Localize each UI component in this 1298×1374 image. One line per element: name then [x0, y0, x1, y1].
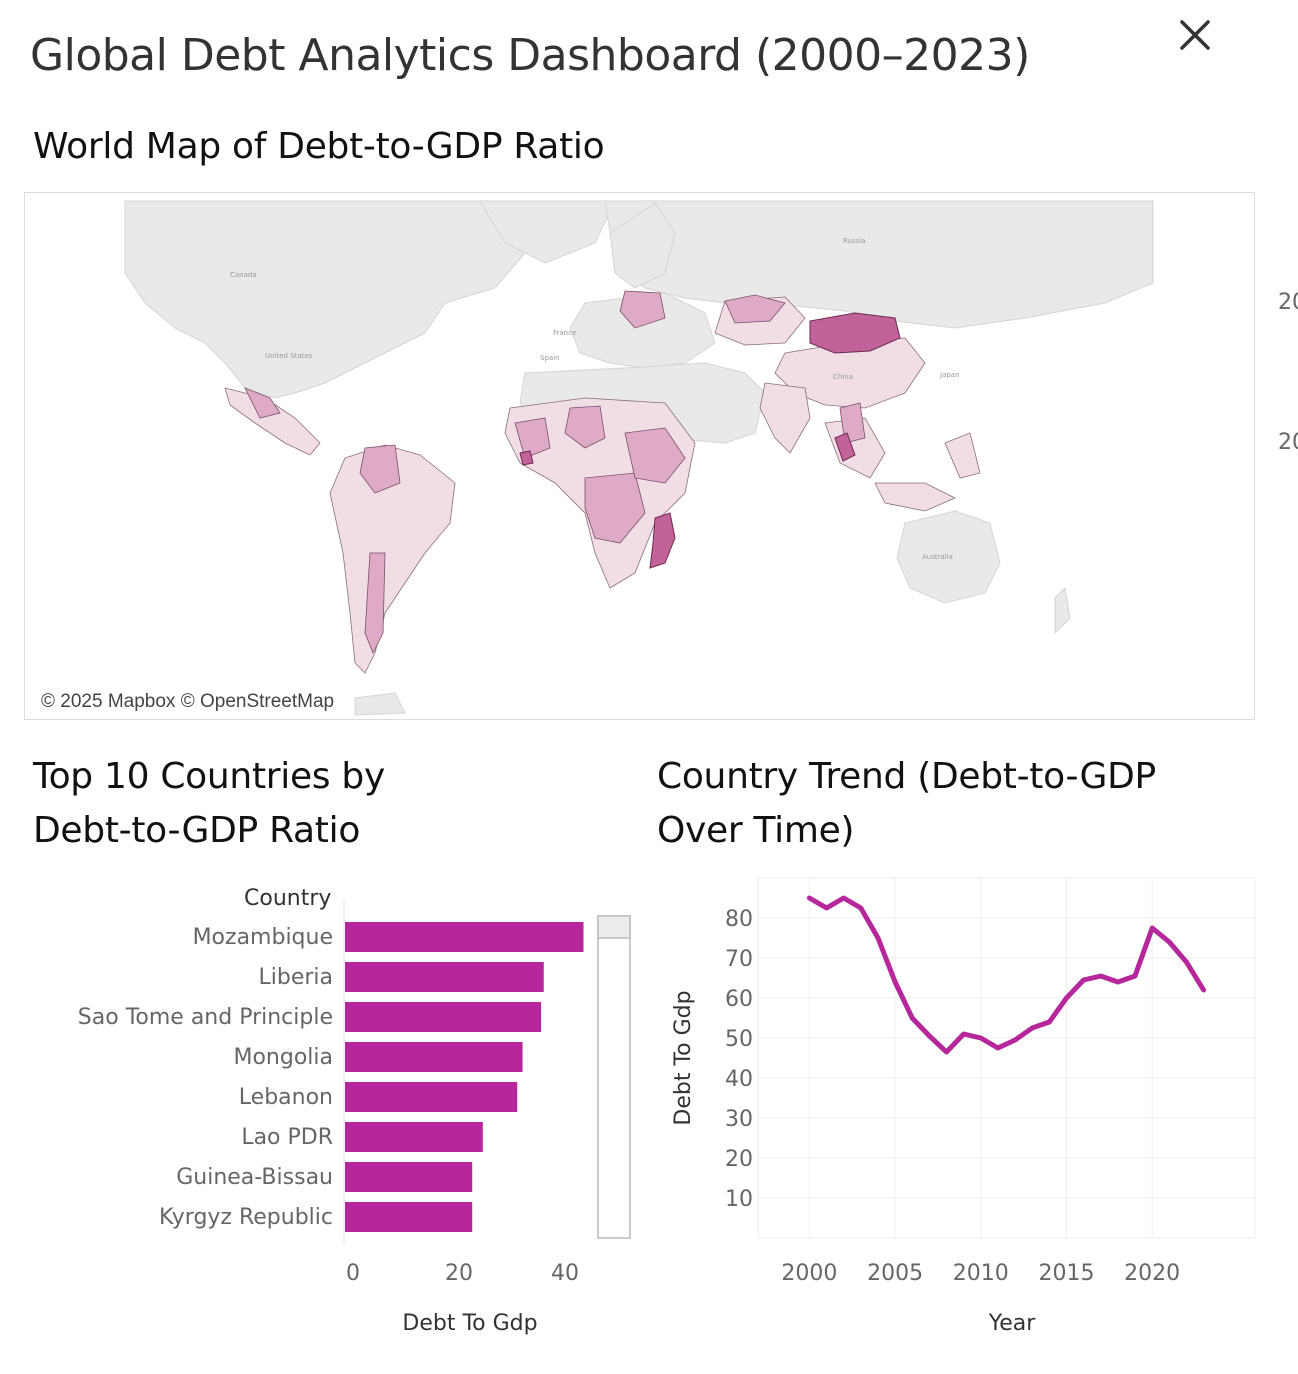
world-map[interactable]: Russia Canada United States France Spain…: [24, 192, 1255, 720]
line-y-tick: 10: [725, 1187, 753, 1212]
bar-chart-title-line1: Top 10 Countries by: [33, 756, 385, 797]
bar-label[interactable]: Lebanon: [239, 1085, 333, 1110]
map-high-debt: [519, 312, 901, 569]
bar-x-tick: 0: [346, 1261, 360, 1286]
bar-label[interactable]: Lao PDR: [241, 1125, 333, 1150]
line-y-tick: 70: [725, 947, 753, 972]
bar[interactable]: [345, 1122, 483, 1152]
map-label-spain: Spain: [540, 354, 560, 362]
close-button[interactable]: [1172, 12, 1218, 58]
world-map-canvas[interactable]: Russia Canada United States France Spain…: [25, 193, 1254, 719]
map-label-united-states: United States: [265, 352, 313, 360]
line-x-tick: 2010: [953, 1261, 1009, 1286]
bar-chart-title-line2: Debt-to-GDP Ratio: [33, 810, 361, 851]
map-title: World Map of Debt-to-GDP Ratio: [33, 126, 605, 167]
legend-label-1: 20: [1278, 290, 1298, 315]
line-chart-title-line2: Over Time): [657, 810, 855, 851]
bar-label[interactable]: Kyrgyz Republic: [159, 1205, 333, 1230]
line-y-tick: 40: [725, 1067, 753, 1092]
line-x-tick: 2020: [1124, 1261, 1180, 1286]
line-chart-title-line1: Country Trend (Debt-to-GDP: [657, 756, 1156, 797]
line-x-tick: 2015: [1038, 1261, 1094, 1286]
line-chart[interactable]: 10 20 30 40 50 60 70 80 2000 2005 2010 2015 2020 De…: [640, 860, 1280, 1360]
bar-label[interactable]: Sao Tome and Principle: [78, 1005, 333, 1030]
bar-x-tick: 20: [445, 1261, 473, 1286]
line-chart-x-axis-title: Year: [988, 1311, 1037, 1336]
bar-x-tick: 40: [551, 1261, 579, 1286]
bar[interactable]: [345, 1042, 523, 1072]
line-y-tick: 80: [725, 907, 753, 932]
map-label-japan: Japan: [939, 371, 960, 379]
close-icon[interactable]: [1172, 12, 1218, 58]
bar-label[interactable]: Mongolia: [233, 1045, 333, 1070]
bar-chart-column-header[interactable]: Country: [244, 886, 332, 911]
map-label-russia: Russia: [843, 237, 866, 245]
bar[interactable]: [345, 1202, 473, 1232]
map-attribution[interactable]: © 2025 Mapbox © OpenStreetMap: [35, 689, 341, 715]
bar[interactable]: [345, 1082, 518, 1112]
line-x-tick: 2000: [781, 1261, 837, 1286]
bar-label[interactable]: Mozambique: [193, 925, 333, 950]
bar-chart-x-axis-title: Debt To Gdp: [402, 1311, 537, 1336]
bar-chart-scroll-thumb[interactable]: [597, 915, 631, 939]
line-chart-y-axis-title: Debt To Gdp: [671, 990, 696, 1125]
bar[interactable]: [345, 922, 584, 952]
legend-label-2: 20: [1278, 430, 1298, 455]
line-x-tick: 2005: [867, 1261, 923, 1286]
line-series[interactable]: [806, 895, 1207, 1055]
map-label-canada: Canada: [230, 271, 257, 279]
line-y-tick: 60: [725, 987, 753, 1012]
bar[interactable]: [345, 1162, 473, 1192]
line-y-tick: 20: [725, 1147, 753, 1172]
bar-chart[interactable]: Mozambique Liberia Sao Tome and Principle M…: [0, 900, 640, 1360]
dashboard-title: Global Debt Analytics Dashboard (2000–20…: [30, 30, 1030, 81]
map-label-australia: Australia: [922, 553, 953, 561]
map-label-france: France: [553, 329, 576, 337]
map-medium-debt: [244, 290, 866, 654]
line-y-tick: 30: [725, 1107, 753, 1132]
bar-label[interactable]: Liberia: [258, 965, 333, 990]
bar-label[interactable]: Guinea-Bissau: [176, 1165, 333, 1190]
bar[interactable]: [345, 1002, 542, 1032]
line-y-tick: 50: [725, 1027, 753, 1052]
map-land: [124, 200, 1154, 716]
map-label-china: China: [833, 373, 853, 381]
bar[interactable]: [345, 962, 544, 992]
bar-chart-scrollbar[interactable]: [597, 915, 631, 1239]
